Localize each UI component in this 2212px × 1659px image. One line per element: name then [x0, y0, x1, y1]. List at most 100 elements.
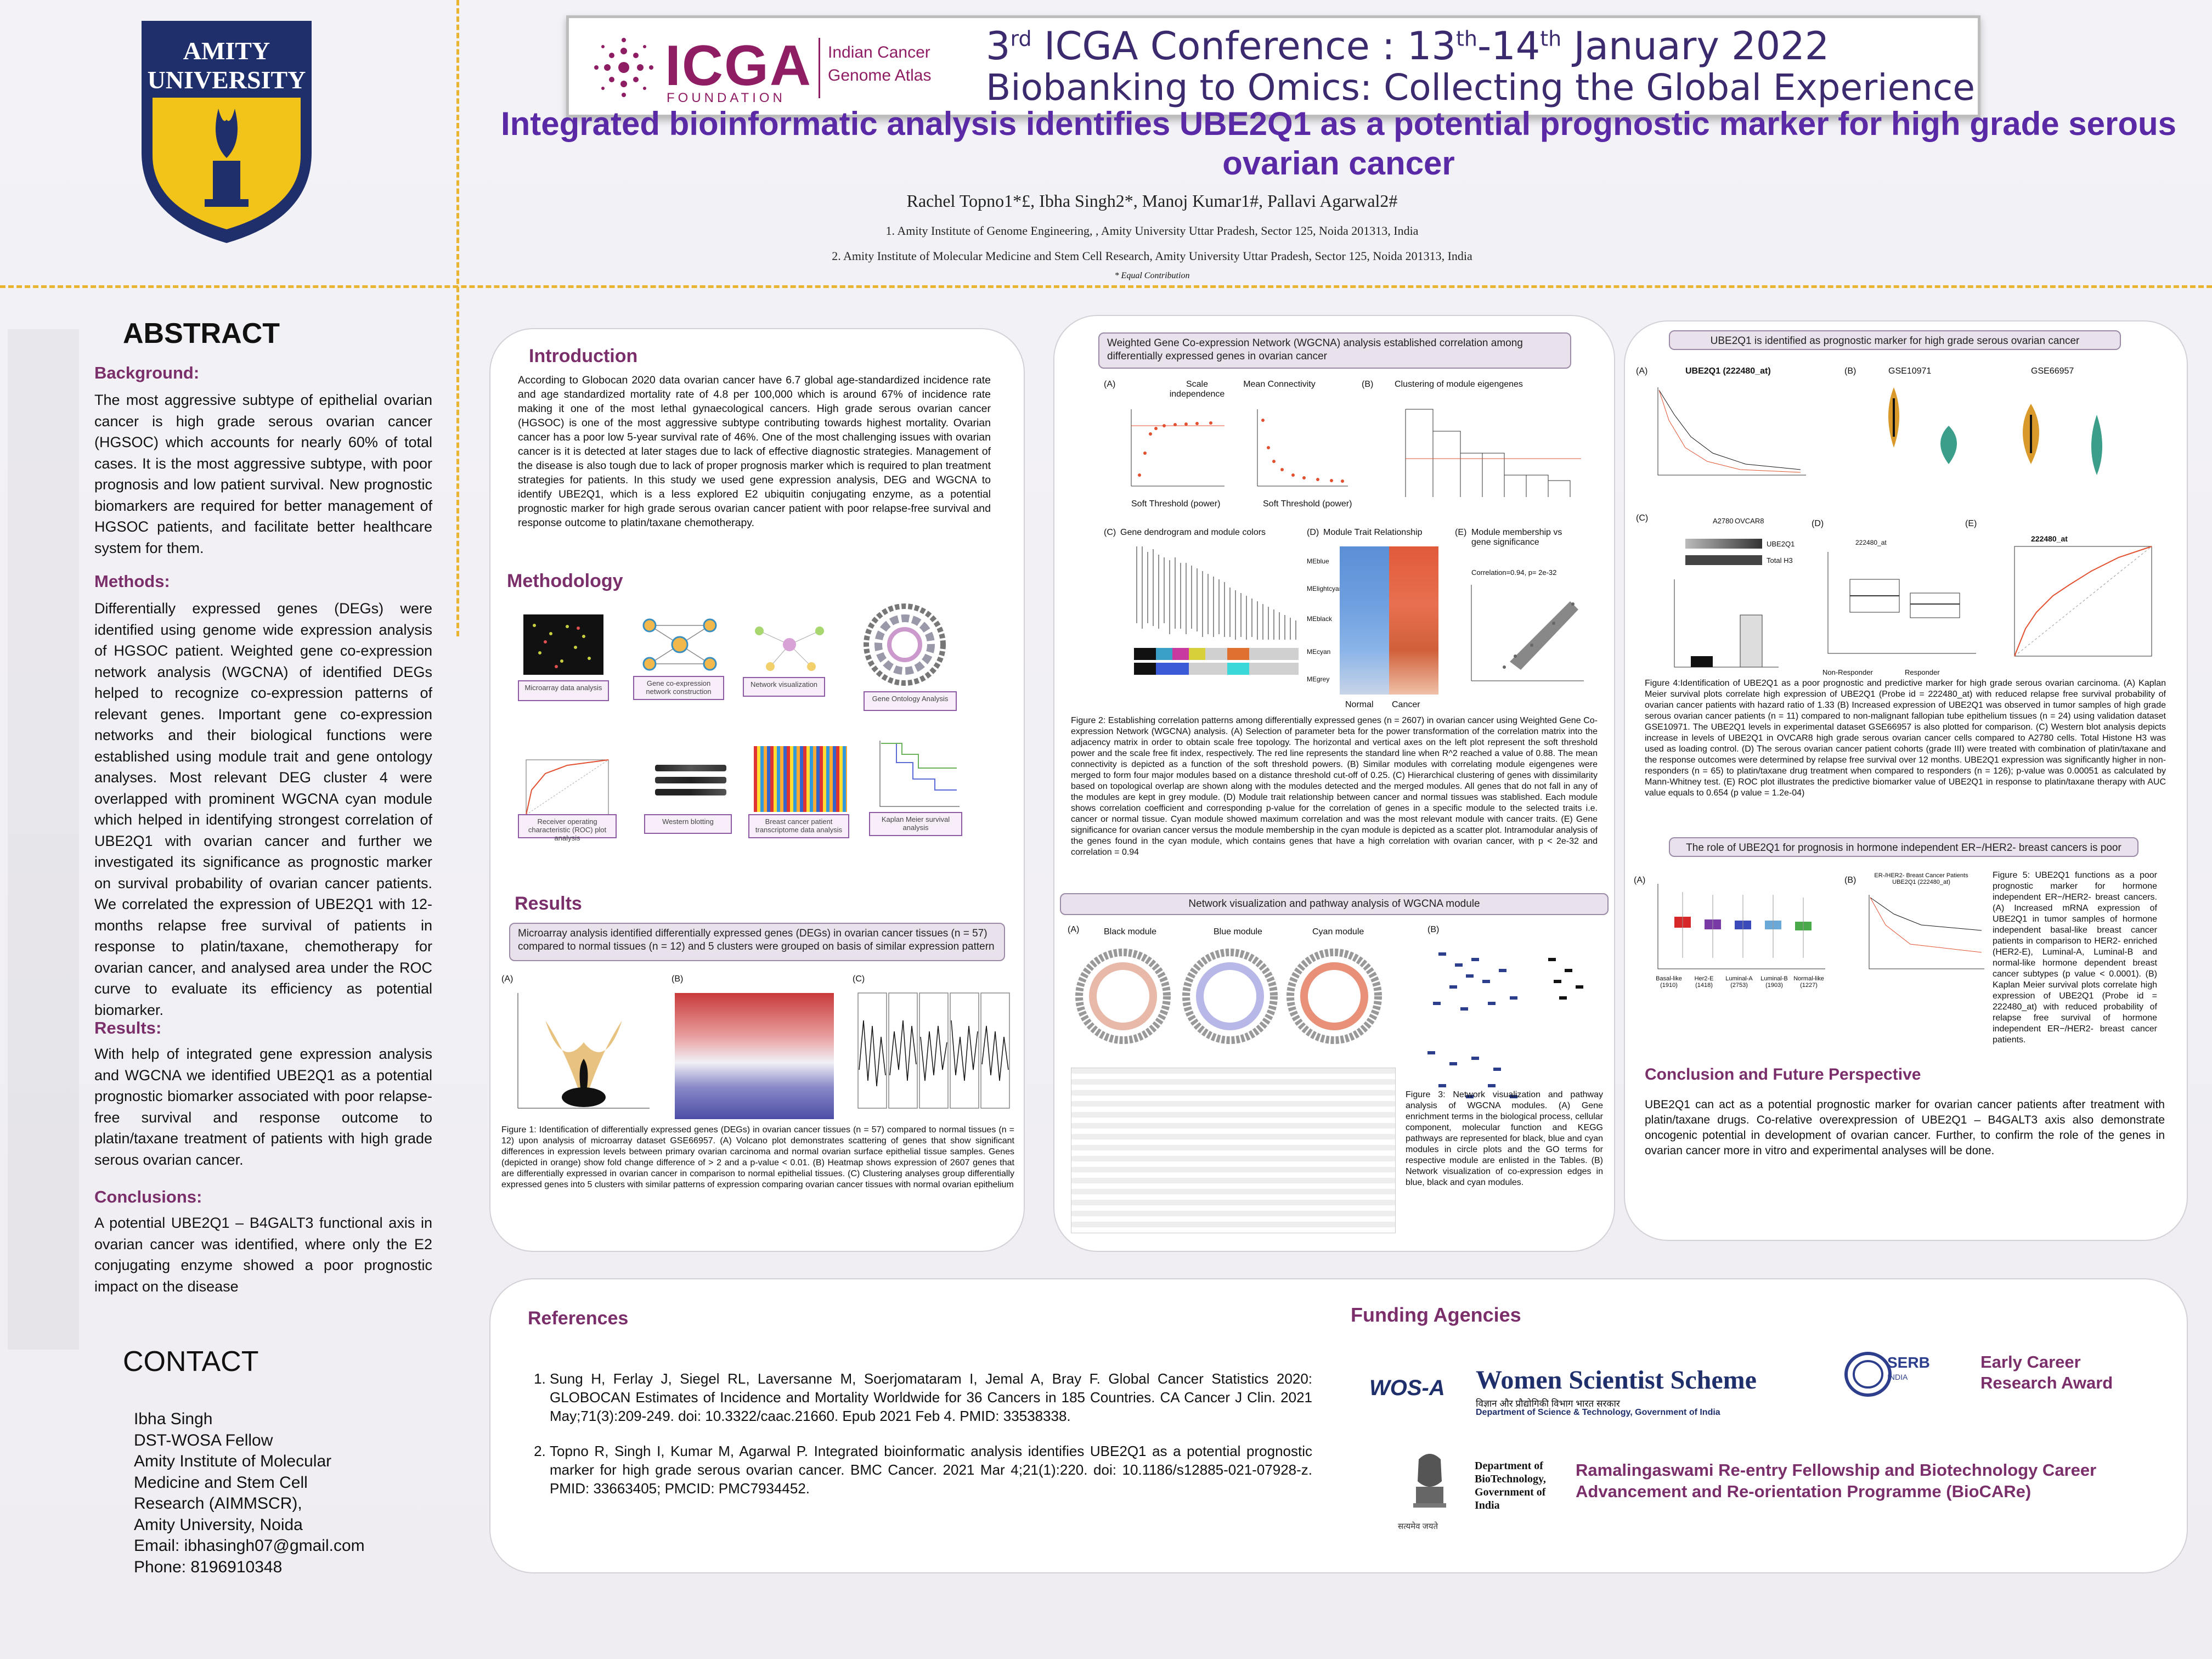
scale-independence-plot: [1131, 409, 1224, 487]
conclusion-heading: Conclusion and Future Perspective: [1645, 1065, 1921, 1084]
wb-ovcar8: OVCAR8: [1735, 517, 1764, 525]
western-blot-image: [650, 752, 732, 812]
cluster-plots: [857, 992, 1010, 1109]
scale-independence-title: Scale independence: [1169, 380, 1225, 399]
ecra-text: Early Career Research Award: [1980, 1352, 2113, 1392]
trait-row-4: MEgrey: [1307, 675, 1330, 683]
nonresponder-label: Non-Responder: [1822, 668, 1873, 676]
icga-atlas-line1: Indian Cancer: [828, 43, 930, 61]
heatmap-fig1: [675, 993, 834, 1119]
gene-dendrogram: [1134, 546, 1299, 675]
gse2-title: GSE66957: [2031, 366, 2074, 376]
panel-intro: Introduction According to Globocan 2020 …: [489, 328, 1025, 1252]
fig3-caption: Figure 3: Network visualization and path…: [1406, 1090, 1603, 1187]
trait-row-1: MElightcyan: [1307, 585, 1343, 592]
wgcna-label-b: (B): [1362, 380, 1374, 389]
trait-col-cancer: Cancer: [1392, 700, 1420, 709]
serb-india: INDIA: [1887, 1373, 1908, 1381]
conference-title: 3rd ICGA Conference : 13th-14th January …: [986, 24, 1829, 69]
membership-scatter: [1471, 585, 1584, 681]
subtype-3: Luminal-B (1903): [1760, 975, 1788, 989]
fig1-label-b: (B): [672, 974, 684, 984]
boxplot-title: 222480_at: [1855, 539, 1887, 546]
fig1-label-c: (C): [853, 974, 865, 984]
u-label-b: (B): [1844, 366, 1857, 376]
icga-atlas-line2: Genome Atlas: [828, 66, 932, 84]
results-heading-panel: Results: [515, 893, 582, 914]
conf-sup-th1: th: [1455, 26, 1477, 51]
funding-heading: Funding Agencies: [1351, 1304, 1521, 1326]
results-text: With help of integrated gene expression …: [94, 1046, 432, 1168]
conclusions-text: A potential UBE2Q1 – B4GALT3 functional …: [94, 1215, 432, 1295]
breast-km-title: ER-/HER2- Breast Cancer Patients UBE2Q1 …: [1874, 872, 1968, 885]
volcano-plot: [517, 993, 650, 1109]
step-network-visualization: Network visualization: [743, 677, 825, 697]
subtype-0: Basal-like (1910): [1656, 975, 1682, 989]
membership-stat: Correlation=0.94, p= 2e-32: [1471, 568, 1557, 577]
conf-mid: ICGA Conference : 13: [1031, 24, 1456, 69]
black-module-label: Black module: [1104, 927, 1157, 936]
conference-banner: ICGA FOUNDATION Indian Cancer Genome Atl…: [566, 15, 1980, 117]
contact-line: Ibha Singh: [134, 1410, 213, 1428]
gse1-title: GSE10971: [1888, 366, 1932, 376]
trait-col-normal: Normal: [1345, 700, 1374, 709]
wgcna-label-a: (A): [1104, 380, 1116, 389]
roc-icon: [526, 759, 609, 815]
contact-heading: CONTACT: [123, 1346, 259, 1378]
conclusions-heading: Conclusions:: [94, 1187, 202, 1206]
emblem-icon: [1413, 1454, 1446, 1508]
fig1-caption: Figure 1: Identification of differential…: [501, 1125, 1014, 1189]
contact-line: DST-WOSA Fellow: [134, 1431, 273, 1449]
panel-ube2q1: UBE2Q1 is identified as prognostic marke…: [1624, 320, 2188, 1241]
step-gene-ontology: Gene Ontology Analysis: [864, 691, 957, 711]
wgcna-bar: Weighted Gene Co-expression Network (WGC…: [1098, 332, 1571, 369]
dbt-name: Department of BioTechnology, Government …: [1475, 1460, 1546, 1511]
icga-dots-icon: [594, 38, 653, 97]
wb-ube2q1-label: UBE2Q1: [1767, 540, 1795, 548]
km-title: UBE2Q1 (222480_at): [1685, 366, 1771, 376]
contact-phone: Phone: 8196910348: [134, 1558, 283, 1576]
contact-line: Medicine and Stem Cell: [134, 1473, 308, 1492]
mean-connectivity-title: Mean Connectivity: [1243, 380, 1316, 389]
wss-hindi: विज्ञान और प्रौद्योगिकी विभाग भारत सरकार: [1476, 1398, 1620, 1409]
subtype-4: Normal-like (1227): [1793, 975, 1824, 989]
b-label-b: (B): [1844, 876, 1857, 885]
reference-item: Topno R, Singh I, Kumar M, Agarwal P. In…: [550, 1442, 1312, 1498]
gene-ontology-icon: [864, 603, 946, 686]
km-plot-ovarian: [1657, 387, 1806, 476]
wb-band-ube2q1: [1685, 539, 1762, 549]
u-label-a: (A): [1636, 366, 1648, 376]
contact-email[interactable]: Email: ibhasingh07@gmail.com: [134, 1537, 365, 1555]
trait-row-3: MEcyan: [1307, 648, 1331, 656]
fig5-caption: Figure 5: UBE2Q1 functions as a poor pro…: [1993, 871, 2157, 1045]
university-name: AMITY UNIVERSITY: [147, 37, 306, 94]
methods-text: Differentially expressed genes (DEGs) we…: [94, 600, 432, 1018]
affiliation-1: 1. Amity Institute of Genome Engineering…: [885, 224, 1419, 238]
microarray-image: [523, 614, 603, 675]
fig2-caption: Figure 2: Establishing correlation patte…: [1071, 716, 1598, 857]
network-visual-icon: [755, 627, 824, 671]
intro-text: According to Globocan 2020 data ovarian …: [518, 374, 991, 529]
subtype-2: Luminal-A (2753): [1725, 975, 1753, 989]
roc-title: 222480_at: [2031, 534, 2068, 543]
conf-sup-th2: th: [1540, 26, 1562, 51]
conf-sup-rd: rd: [1010, 26, 1032, 51]
soft-threshold-label-1: Soft Threshold (power): [1131, 499, 1221, 509]
serb-text: SERB: [1887, 1354, 1930, 1371]
roc-plot: [2014, 546, 2152, 657]
subtype-1: Her2-E (1418): [1694, 975, 1714, 989]
b-label-a: (A): [1634, 876, 1646, 885]
ube2q1-bar: UBE2Q1 is identified as prognostic marke…: [1669, 330, 2121, 350]
results-bar1: Microarray analysis identified different…: [509, 923, 1005, 961]
step-km-survival: Kaplan Meier survival analysis: [869, 812, 962, 836]
module-trait-heatmap: [1340, 546, 1438, 695]
biocare-text: Ramalingaswami Re-entry Fellowship and B…: [1576, 1460, 2097, 1501]
heatmap-image: [754, 746, 847, 812]
trait-row-0: MEblue: [1307, 557, 1329, 565]
wgcna-label-c: (C): [1104, 528, 1116, 537]
u-label-c: (C): [1636, 514, 1649, 523]
conference-subtitle: Biobanking to Omics: Collecting the Glob…: [986, 66, 1975, 109]
fig1-label-a: (A): [501, 974, 514, 984]
contact-line: Research (AIMMSCR),: [134, 1494, 302, 1513]
dbt-motto: सत्यमेव जयते: [1398, 1522, 1438, 1531]
